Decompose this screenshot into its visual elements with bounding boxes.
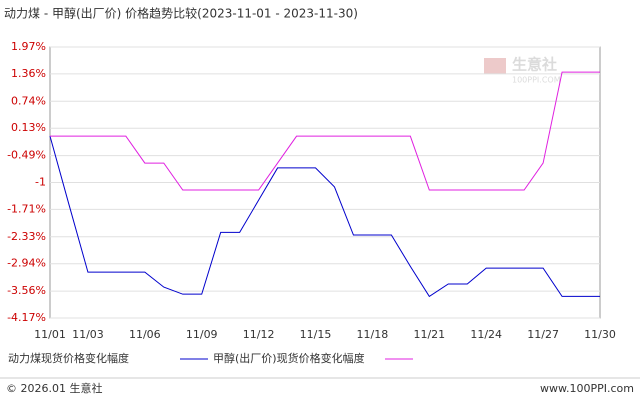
- y-tick-label: -1.71%: [7, 202, 46, 215]
- y-tick-label: 1.97%: [11, 40, 46, 53]
- x-tick-label: 11/24: [470, 328, 502, 341]
- chart-title: 动力煤 - 甲醇(出厂价) 价格趋势比较(2023-11-01 - 2023-1…: [4, 6, 358, 21]
- legend-label: 动力煤现货价格变化幅度: [8, 351, 129, 365]
- x-tick-label: 11/06: [129, 328, 161, 341]
- x-tick-label: 11/30: [584, 328, 616, 341]
- x-tick-label: 11/21: [413, 328, 445, 341]
- y-tick-label: 0.74%: [11, 94, 46, 107]
- x-tick-label: 11/12: [243, 328, 275, 341]
- watermark-logo: [484, 58, 506, 74]
- x-tick-label: 11/09: [186, 328, 218, 341]
- y-tick-label: 0.13%: [11, 121, 46, 134]
- watermark-site: 100PPI.COM: [512, 76, 561, 85]
- x-tick-label: 11/01: [34, 328, 66, 341]
- x-tick-label: 11/03: [72, 328, 104, 341]
- footer-left: © 2026.01 生意社: [6, 381, 102, 395]
- x-tick-label: 11/18: [357, 328, 389, 341]
- y-tick-label: -2.94%: [7, 257, 46, 270]
- footer-right: www.100PPI.com: [540, 382, 634, 395]
- y-tick-label: -1: [35, 176, 46, 189]
- x-tick-label: 11/27: [527, 328, 559, 341]
- legend-label: 甲醇(出厂价)现货价格变化幅度: [213, 351, 365, 365]
- y-tick-label: -0.49%: [7, 149, 46, 162]
- series-line: [49, 136, 600, 298]
- y-tick-label: -2.33%: [7, 230, 46, 243]
- series-line: [50, 71, 600, 191]
- y-tick-label: -4.17%: [7, 311, 46, 324]
- y-tick-label: -3.56%: [7, 284, 46, 297]
- watermark: 生意社 100PPI.COM: [484, 56, 561, 85]
- watermark-name: 生意社: [512, 56, 557, 74]
- y-tick-label: 1.36%: [11, 67, 46, 80]
- x-tick-label: 11/15: [300, 328, 332, 341]
